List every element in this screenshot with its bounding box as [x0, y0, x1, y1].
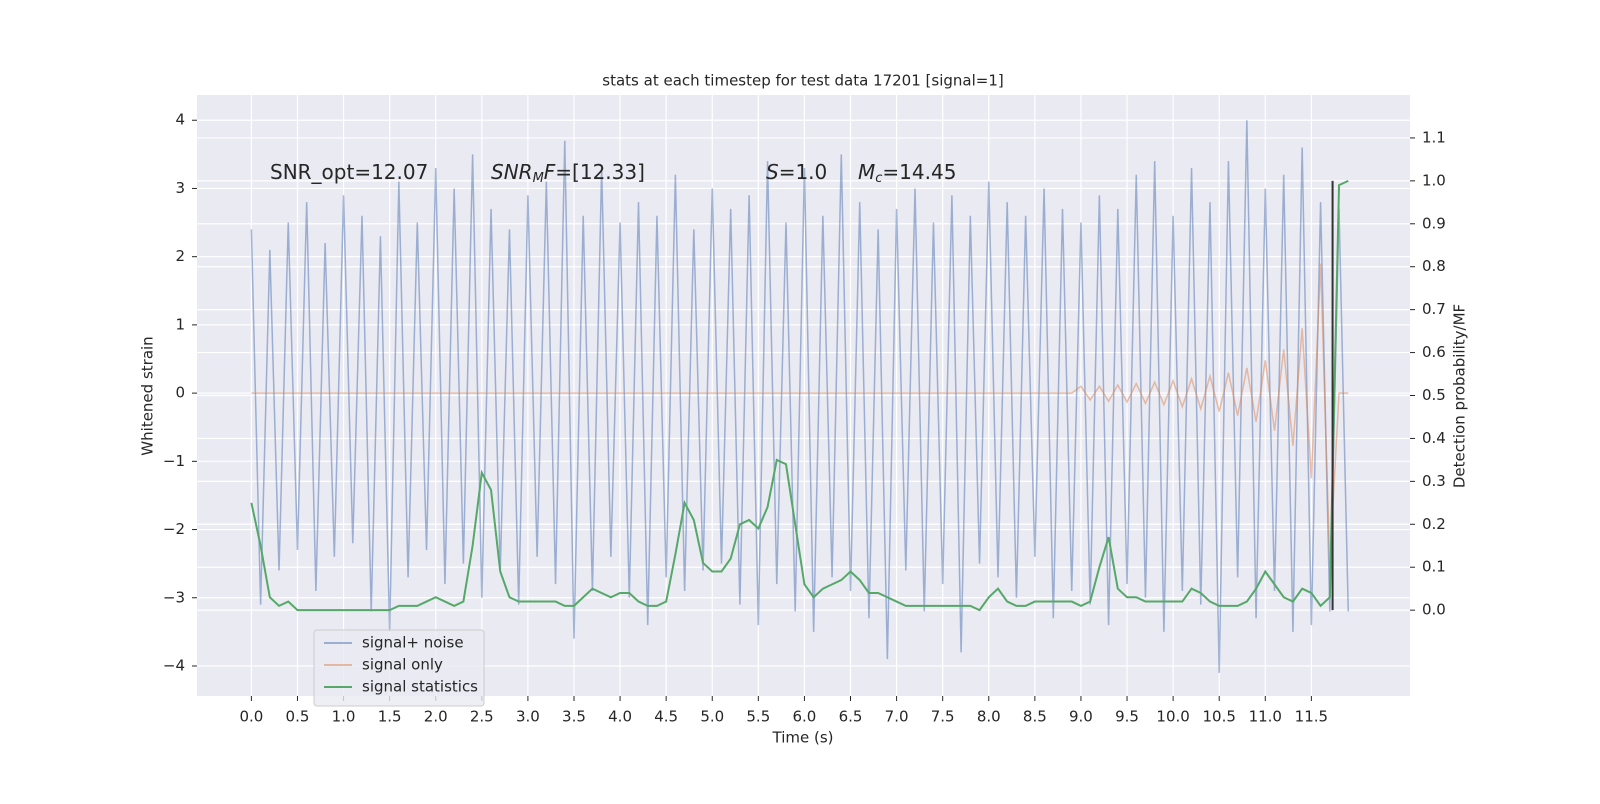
x-tick-label: 1.0 [332, 708, 356, 726]
annotation-part: SNR [491, 160, 533, 184]
y2-tick-label: 0.0 [1422, 601, 1446, 619]
y2-tick-label: 0.6 [1422, 343, 1446, 361]
y-tick-label: 2 [175, 247, 185, 265]
y-tick-label: −3 [163, 588, 185, 606]
annotation: SNR_opt=12.07 [270, 160, 428, 184]
annotation-part: S [766, 160, 779, 184]
y-tick-label: −2 [163, 520, 185, 538]
series-line [251, 263, 1349, 564]
y2-axis-label: Detection probability/MF [1451, 304, 1469, 488]
y-tick-label: 1 [175, 315, 185, 333]
legend-label: signal statistics [362, 678, 478, 696]
x-tick-label: 0.5 [286, 708, 310, 726]
annotation-part: =[12.33] [555, 160, 645, 184]
y-tick-label: −4 [163, 656, 185, 674]
annotation-part: =1.0 [779, 160, 828, 184]
y-axis-label: Whitened strain [139, 336, 157, 455]
series-line [250, 120, 1349, 673]
x-tick-label: 8.0 [977, 708, 1001, 726]
y2-tick-label: 0.3 [1422, 472, 1446, 490]
x-tick-label: 6.0 [792, 708, 816, 726]
annotation: SNRMF=[12.33] [491, 160, 645, 186]
y2-tick-label: 0.5 [1422, 386, 1446, 404]
x-tick-label: 3.0 [516, 708, 540, 726]
y2-tick-label: 0.4 [1422, 429, 1446, 447]
annotation: S=1.0 [766, 160, 827, 184]
x-tick-label: 0.0 [239, 708, 263, 726]
legend-label: signal+ noise [362, 634, 464, 652]
y-tick-label: 3 [175, 179, 185, 197]
chart-title: stats at each timestep for test data 172… [602, 72, 1003, 90]
x-tick-label: 10.5 [1202, 708, 1235, 726]
y2-tick-label: 1.0 [1422, 171, 1446, 189]
x-tick-label: 4.5 [654, 708, 678, 726]
annotation-part: c [875, 171, 882, 186]
y-tick-label: 4 [175, 111, 185, 129]
y2-tick-label: 0.7 [1422, 300, 1446, 318]
annotation-part: M [858, 160, 875, 184]
x-axis-label: Time (s) [772, 729, 834, 747]
annotation: Mc=14.45 [858, 160, 956, 186]
legend-box [313, 629, 485, 707]
annotation-part: =14.45 [882, 160, 956, 184]
legend-label: signal only [362, 656, 443, 674]
x-tick-label: 11.0 [1249, 708, 1282, 726]
x-tick-label: 2.5 [470, 708, 494, 726]
y2-tick-label: 0.9 [1422, 214, 1446, 232]
y2-tick-label: 0.8 [1422, 257, 1446, 275]
x-tick-label: 9.0 [1069, 708, 1093, 726]
annotation-part: M [533, 171, 544, 186]
y-tick-label: −1 [163, 452, 185, 470]
x-tick-label: 5.5 [746, 708, 770, 726]
y2-tick-label: 0.1 [1422, 558, 1446, 576]
x-tick-label: 4.0 [608, 708, 632, 726]
x-tick-label: 7.0 [885, 708, 909, 726]
series-line [250, 179, 1349, 612]
x-tick-label: 11.5 [1295, 708, 1328, 726]
x-tick-label: 6.5 [839, 708, 863, 726]
y2-tick-label: 0.2 [1422, 515, 1446, 533]
x-tick-label: 1.5 [378, 708, 402, 726]
y-tick-label: 0 [175, 384, 185, 402]
x-tick-label: 2.0 [424, 708, 448, 726]
annotation-part: F [544, 160, 556, 184]
x-tick-label: 8.5 [1023, 708, 1047, 726]
x-tick-label: 10.0 [1156, 708, 1189, 726]
x-tick-label: 3.5 [562, 708, 586, 726]
x-tick-label: 9.5 [1115, 708, 1139, 726]
x-tick-label: 5.0 [700, 708, 724, 726]
x-tick-label: 7.5 [931, 708, 955, 726]
y2-tick-label: 1.1 [1422, 128, 1446, 146]
annotation-part: SNR_opt=12.07 [270, 160, 428, 184]
